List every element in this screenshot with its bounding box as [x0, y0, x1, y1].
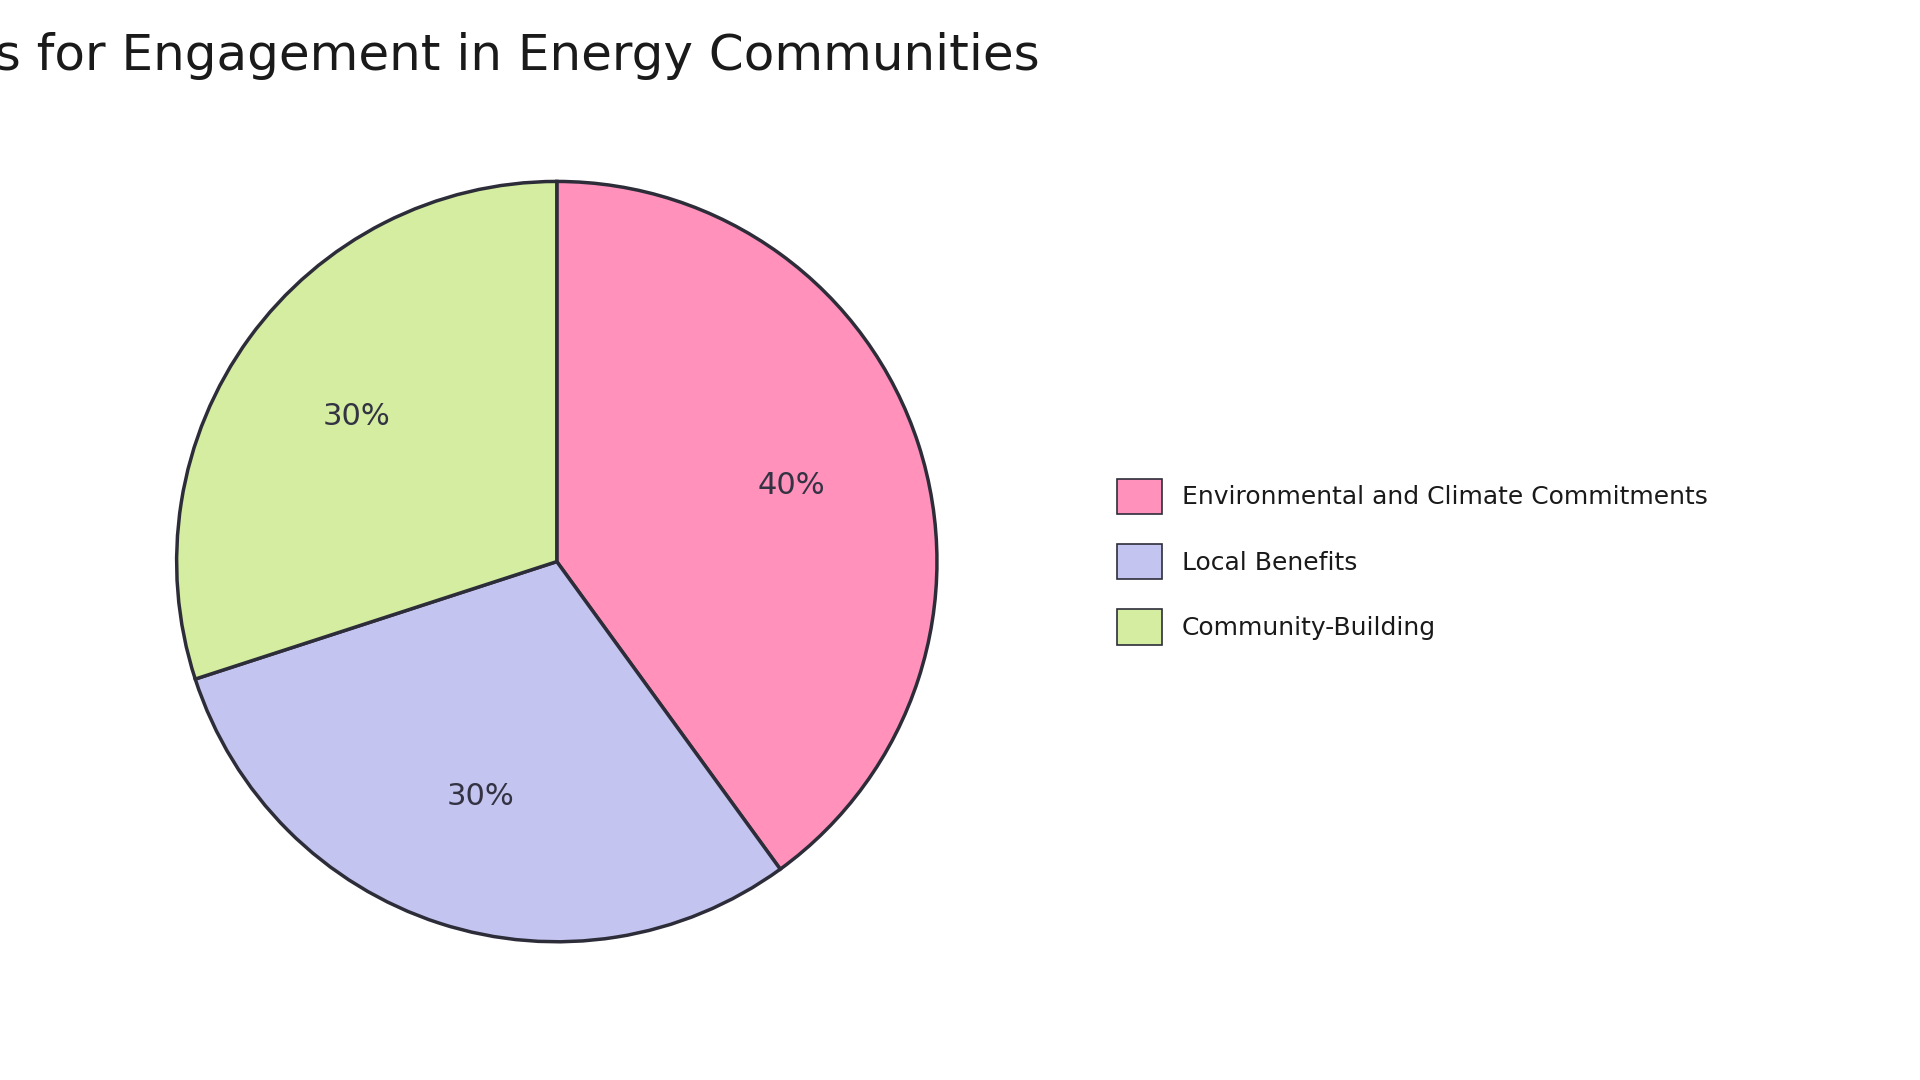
- Text: 30%: 30%: [323, 402, 392, 431]
- Wedge shape: [196, 562, 780, 942]
- Text: Motivations for Engagement in Energy Communities: Motivations for Engagement in Energy Com…: [0, 32, 1041, 80]
- Wedge shape: [557, 181, 937, 869]
- Text: 40%: 40%: [758, 471, 826, 500]
- Text: 30%: 30%: [447, 782, 515, 811]
- Legend: Environmental and Climate Commitments, Local Benefits, Community-Building: Environmental and Climate Commitments, L…: [1092, 454, 1734, 670]
- Wedge shape: [177, 181, 557, 679]
